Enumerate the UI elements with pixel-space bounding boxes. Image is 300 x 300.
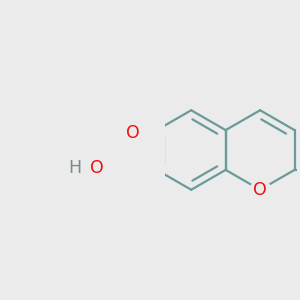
Text: H: H xyxy=(69,159,82,177)
Text: O: O xyxy=(253,181,267,199)
Text: O: O xyxy=(126,124,140,142)
Text: O: O xyxy=(90,159,104,177)
